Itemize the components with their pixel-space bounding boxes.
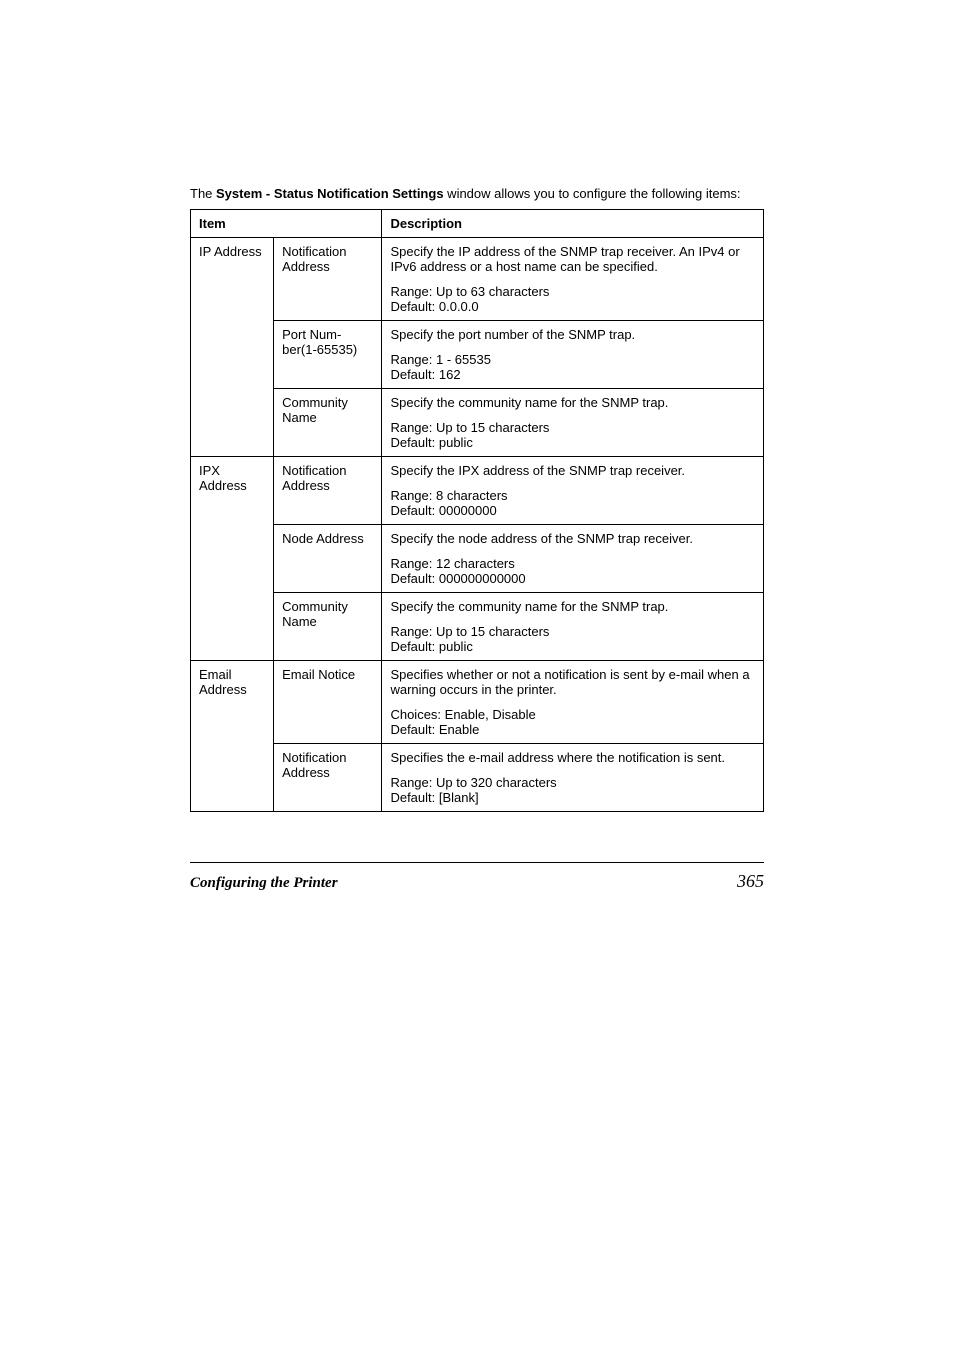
description-cell: Specifies whether or not a notification … [382, 661, 764, 744]
table-row: Community Name Specify the community nam… [191, 593, 764, 661]
intro-suffix: window allows you to configure the follo… [444, 186, 741, 201]
desc-range: Range: 12 characters Default: 0000000000… [390, 556, 755, 586]
description-cell: Specifies the e-mail address where the n… [382, 744, 764, 812]
description-cell: Specify the port number of the SNMP trap… [382, 321, 764, 389]
description-cell: Specify the IPX address of the SNMP trap… [382, 457, 764, 525]
sub-label: Port Num-ber(1-65535) [274, 321, 382, 389]
table-row: Community Name Specify the community nam… [191, 389, 764, 457]
sub-label: Notification Address [274, 744, 382, 812]
desc-range: Range: 8 characters Default: 00000000 [390, 488, 755, 518]
intro-prefix: The [190, 186, 216, 201]
desc-range: Choices: Enable, Disable Default: Enable [390, 707, 755, 737]
description-cell: Specify the community name for the SNMP … [382, 593, 764, 661]
desc-range: Range: Up to 15 characters Default: publ… [390, 420, 755, 450]
description-cell: Specify the IP address of the SNMP trap … [382, 238, 764, 321]
group-label: IPX Address [191, 457, 274, 661]
sub-label: Community Name [274, 389, 382, 457]
description-cell: Specify the community name for the SNMP … [382, 389, 764, 457]
page-footer: Configuring the Printer 365 [190, 862, 764, 892]
intro-bold: System - Status Notification Settings [216, 186, 444, 201]
desc-range: Range: Up to 63 characters Default: 0.0.… [390, 284, 755, 314]
desc-main: Specify the community name for the SNMP … [390, 395, 755, 410]
config-table: Item Description IP Address Notification… [190, 209, 764, 812]
description-cell: Specify the node address of the SNMP tra… [382, 525, 764, 593]
desc-main: Specify the IP address of the SNMP trap … [390, 244, 755, 274]
header-description: Description [382, 210, 764, 238]
sub-label: Notification Address [274, 238, 382, 321]
table-header-row: Item Description [191, 210, 764, 238]
sub-label: Community Name [274, 593, 382, 661]
desc-main: Specifies the e-mail address where the n… [390, 750, 755, 765]
sub-label: Node Address [274, 525, 382, 593]
desc-range: Range: Up to 320 characters Default: [Bl… [390, 775, 755, 805]
header-item: Item [191, 210, 382, 238]
desc-main: Specifies whether or not a notification … [390, 667, 755, 697]
page: The System - Status Notification Setting… [0, 0, 954, 952]
table-row: Port Num-ber(1-65535) Specify the port n… [191, 321, 764, 389]
desc-main: Specify the port number of the SNMP trap… [390, 327, 755, 342]
desc-range: Range: 1 - 65535 Default: 162 [390, 352, 755, 382]
desc-main: Specify the community name for the SNMP … [390, 599, 755, 614]
table-row: Node Address Specify the node address of… [191, 525, 764, 593]
desc-main: Specify the IPX address of the SNMP trap… [390, 463, 755, 478]
group-label: IP Address [191, 238, 274, 457]
table-row: Email Address Email Notice Specifies whe… [191, 661, 764, 744]
table-row: Notification Address Specifies the e-mai… [191, 744, 764, 812]
desc-main: Specify the node address of the SNMP tra… [390, 531, 755, 546]
sub-label: Notification Address [274, 457, 382, 525]
intro-text: The System - Status Notification Setting… [190, 185, 764, 203]
group-label: Email Address [191, 661, 274, 812]
footer-title: Configuring the Printer [190, 875, 338, 892]
sub-label: Email Notice [274, 661, 382, 744]
table-row: IP Address Notification Address Specify … [191, 238, 764, 321]
footer-page-number: 365 [737, 871, 764, 892]
desc-range: Range: Up to 15 characters Default: publ… [390, 624, 755, 654]
table-row: IPX Address Notification Address Specify… [191, 457, 764, 525]
